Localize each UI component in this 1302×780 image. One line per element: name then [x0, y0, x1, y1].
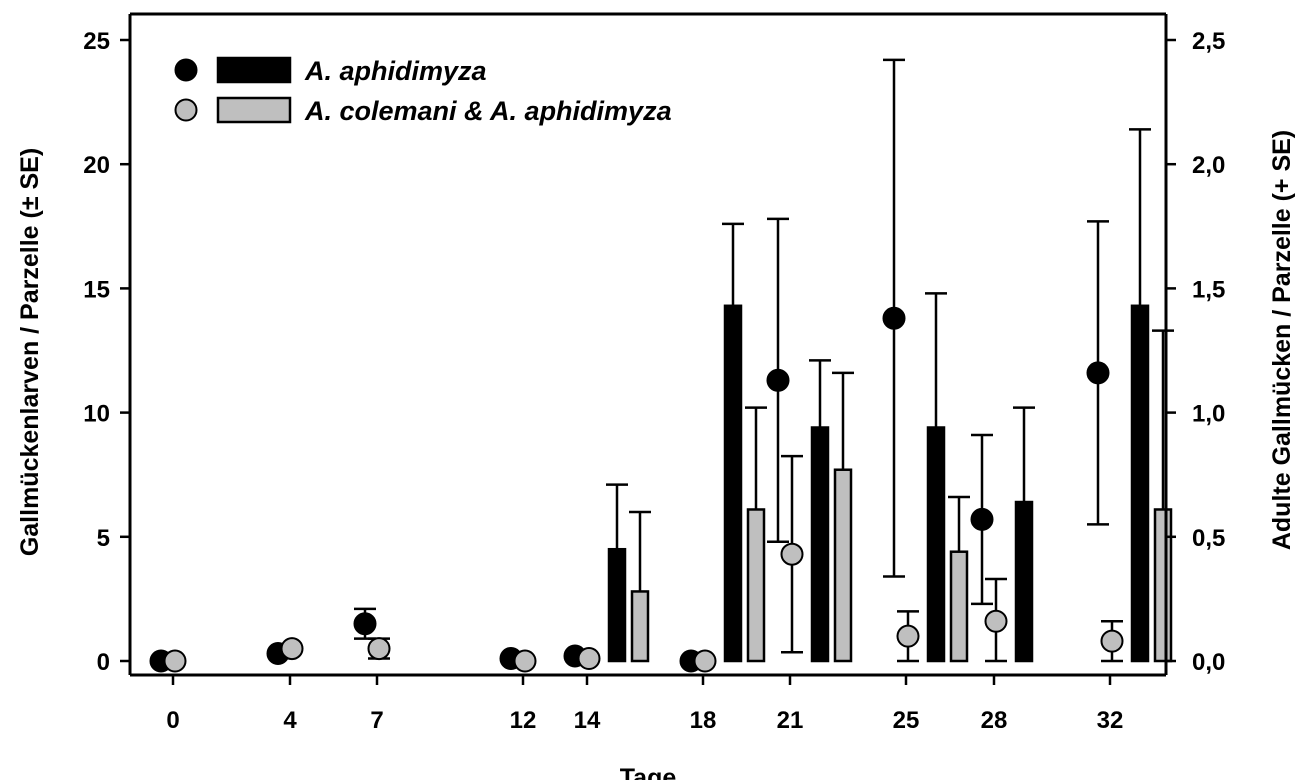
legend-bar-grey — [216, 96, 292, 124]
adult-bar — [607, 547, 627, 663]
legend-label-aphidimyza: A. aphidimyza — [304, 56, 487, 86]
adult-bar — [1014, 500, 1034, 663]
y-right-tick-label: 0,5 — [1192, 525, 1225, 552]
legend-marker-grey — [174, 98, 198, 122]
adult-bar — [723, 304, 743, 663]
y-right-tick-label: 2,5 — [1192, 28, 1225, 55]
adult-bar — [833, 468, 853, 663]
y-left-tick-label: 15 — [83, 276, 110, 303]
larvae-point — [970, 507, 994, 531]
y-left-tick-label: 20 — [83, 152, 110, 179]
larvae-point — [1086, 361, 1110, 385]
larvae-point — [693, 649, 717, 673]
y-left-tick-label: 25 — [83, 28, 110, 55]
y-left-tick-label: 5 — [97, 525, 110, 552]
x-tick-label: 14 — [574, 707, 601, 734]
larvae-point — [984, 609, 1008, 633]
y-left-tick-label: 0 — [97, 649, 110, 676]
larvae-point — [896, 624, 920, 648]
ticks-layer: 0 5 10 15 20 25 0,0 0,5 1,0 1,5 2,0 2,5 0 4 7 12 14 18 21 2… — [83, 28, 1225, 734]
adult-bar — [630, 590, 650, 663]
larvae-point — [766, 368, 790, 392]
y-left-tick-label: 10 — [83, 401, 110, 428]
adult-bar — [1153, 508, 1173, 663]
larvae-point — [163, 649, 187, 673]
larvae-point — [882, 306, 906, 330]
larvae-point — [780, 542, 804, 566]
adult-bar — [1130, 304, 1150, 663]
x-axis-title: Tage — [620, 764, 677, 780]
x-tick-label: 12 — [510, 707, 537, 734]
x-tick-label: 18 — [690, 707, 717, 734]
legend-marker-black — [174, 58, 198, 82]
y-axis-left-title: Gallmückenlarven / Parzelle (± SE) — [16, 148, 44, 556]
adult-bar — [949, 550, 969, 663]
adult-bar — [926, 426, 946, 663]
y-right-tick-label: 1,5 — [1192, 276, 1225, 303]
larvae-point — [367, 637, 391, 661]
legend-label-colemani-aphidimyza: A. colemani & A. aphidimyza — [304, 96, 672, 126]
x-tick-label: 4 — [283, 707, 297, 734]
legend: A. aphidimyza A. colemani & A. aphidimyz… — [174, 56, 672, 126]
points-layer — [149, 58, 1124, 673]
larvae-point — [280, 637, 304, 661]
larvae-point — [577, 647, 601, 671]
y-right-tick-label: 2,0 — [1192, 152, 1225, 179]
x-tick-label: 7 — [370, 707, 383, 734]
adult-bar — [810, 426, 830, 663]
x-tick-label: 0 — [166, 707, 179, 734]
x-tick-label: 32 — [1097, 707, 1124, 734]
bars-layer — [606, 128, 1174, 663]
larvae-point — [513, 649, 537, 673]
y-right-tick-label: 0,0 — [1192, 649, 1225, 676]
larvae-point — [353, 612, 377, 636]
y-axis-right-title: Adulte Gallmücken / Parzelle (+ SE) — [1268, 130, 1296, 550]
x-tick-label: 21 — [777, 707, 804, 734]
x-tick-label: 28 — [981, 707, 1008, 734]
legend-bar-black — [216, 56, 292, 84]
adult-bar — [746, 508, 766, 663]
larvae-point — [1100, 629, 1124, 653]
y-right-tick-label: 1,0 — [1192, 401, 1225, 428]
x-tick-label: 25 — [893, 707, 920, 734]
